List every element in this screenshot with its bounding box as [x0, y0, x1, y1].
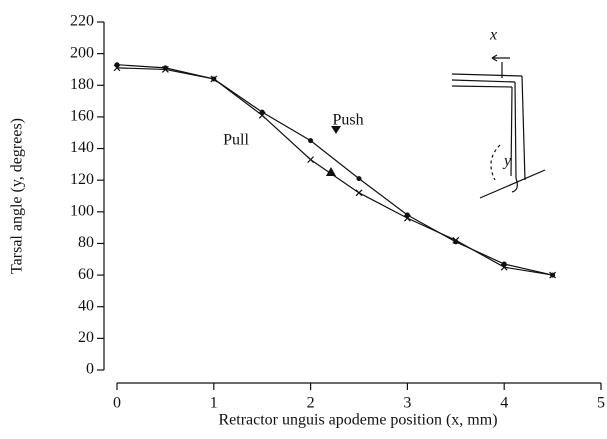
y-tick-label: 0: [86, 361, 94, 378]
x-tick-label: 5: [597, 395, 605, 412]
series-line: [116, 64, 553, 276]
x-tick-label: 2: [307, 395, 315, 412]
point: [355, 189, 363, 197]
y-tick-label: 120: [70, 171, 94, 188]
x-axis-label: Retractor unguis apodeme position (x, mm…: [218, 412, 497, 429]
y-tick-label: 40: [78, 297, 94, 314]
y-tick-label: 220: [70, 13, 94, 30]
y-tick-label: 200: [70, 44, 94, 61]
y-tick-label: 80: [78, 234, 94, 251]
point: [500, 263, 508, 271]
point: [307, 156, 315, 164]
inset-label: y: [502, 153, 512, 170]
point: [161, 66, 169, 73]
y-tick-label: 100: [70, 202, 94, 219]
y-axis-label: Tarsal angle (y, degrees): [9, 118, 26, 274]
x-tick-label: 4: [500, 395, 508, 412]
y-tick-label: 60: [78, 266, 94, 283]
point: [549, 271, 557, 279]
x-tick-label: 0: [113, 395, 121, 412]
y-tick-label: 180: [70, 76, 94, 93]
point: [258, 111, 266, 119]
push-arrow: [331, 126, 341, 134]
point: [113, 64, 121, 72]
point: [210, 75, 218, 83]
y-tick-label: 20: [78, 329, 94, 346]
point: [403, 214, 411, 222]
y-tick-label: 160: [70, 108, 94, 125]
point: [356, 176, 362, 182]
point: [308, 138, 314, 144]
series-line: [116, 67, 553, 276]
y-tick-label: 140: [70, 139, 94, 156]
point: [452, 236, 460, 244]
pull-arrow: [326, 167, 336, 176]
x-tick-label: 1: [210, 395, 218, 412]
x-tick-label: 3: [403, 395, 411, 412]
inset-diagram: [451, 54, 546, 199]
inset-label: x: [489, 27, 497, 44]
series-label: Push: [332, 112, 363, 129]
series-label: Pull: [223, 132, 249, 149]
